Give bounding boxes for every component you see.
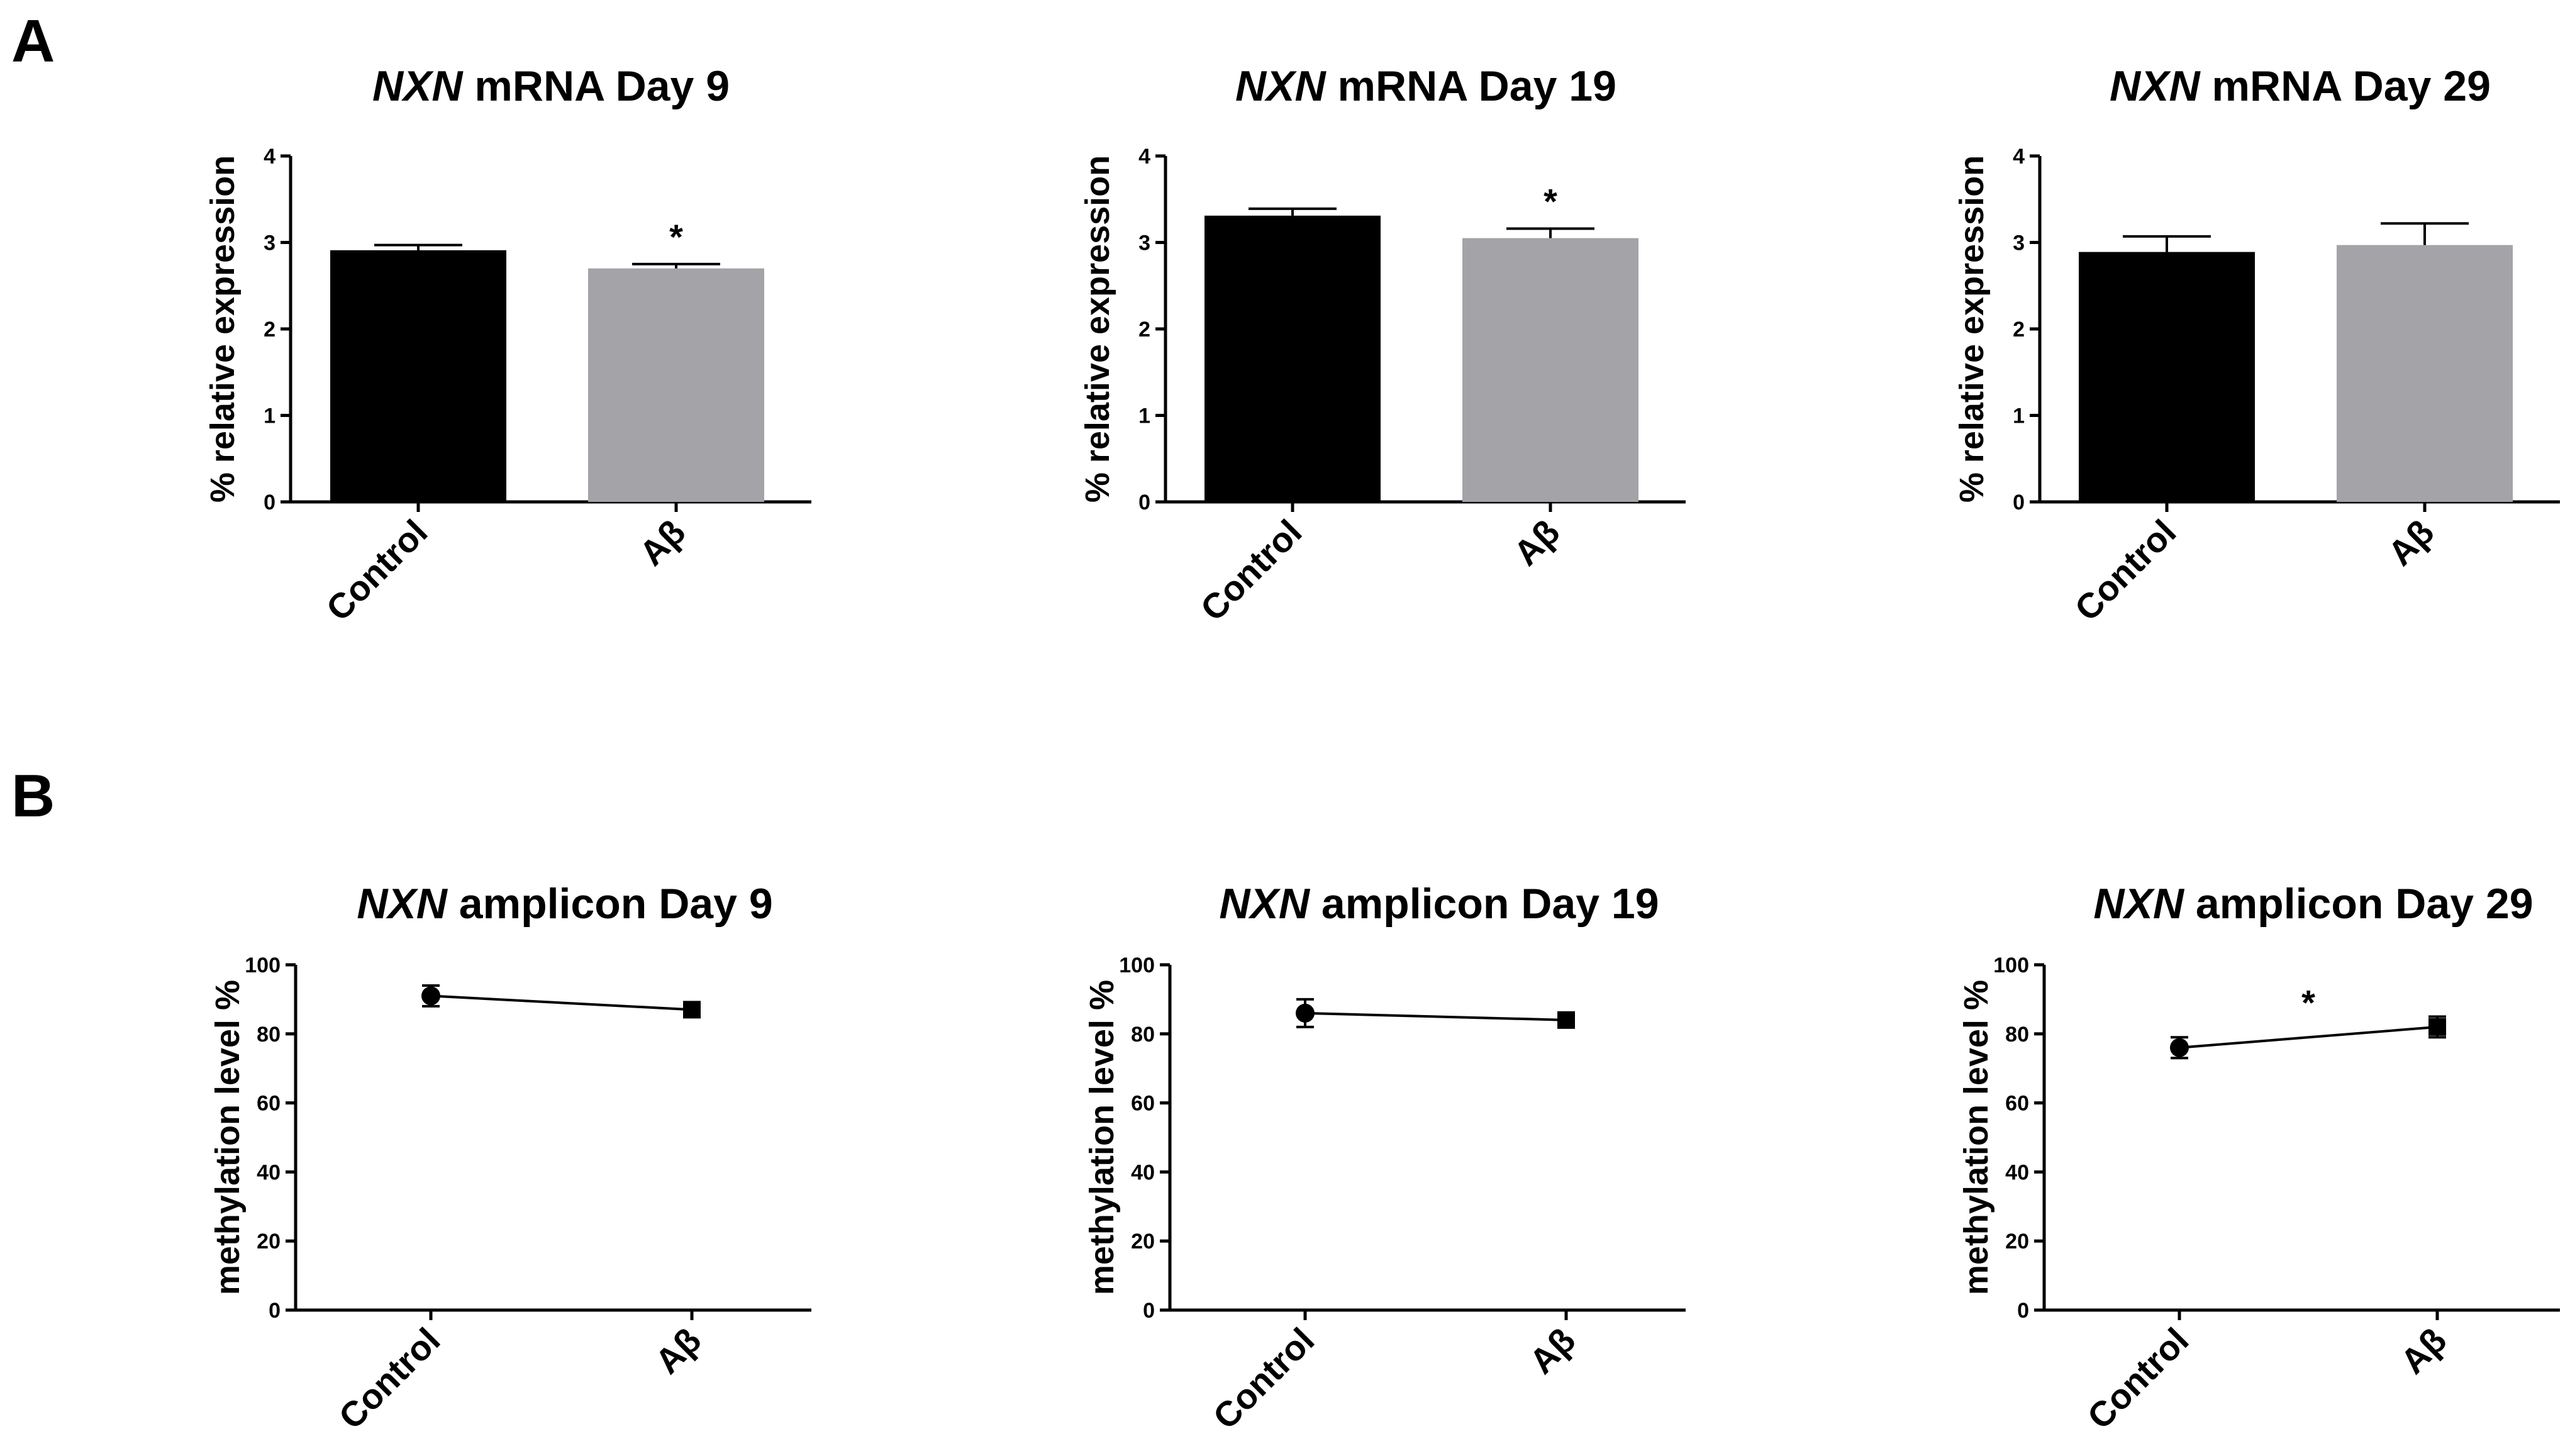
chart-title-rest: mRNA Day 29 bbox=[2200, 62, 2491, 110]
y-tick-label: 3 bbox=[2013, 231, 2025, 255]
y-tick-label: 3 bbox=[1138, 231, 1150, 255]
significance-star: * bbox=[669, 217, 683, 257]
y-tick-label: 60 bbox=[1131, 1092, 1155, 1116]
y-tick-label: 20 bbox=[1131, 1230, 1155, 1253]
x-category-label: Control bbox=[331, 1320, 447, 1437]
bar-2 bbox=[588, 268, 764, 502]
significance-star: * bbox=[1544, 182, 1557, 221]
y-tick-label: 100 bbox=[1993, 953, 2029, 977]
chart-5: NXN amplicon Day 19 methylation level % 0 2… bbox=[1083, 880, 1686, 1437]
x-category-label: Control bbox=[1193, 512, 1309, 628]
series-line bbox=[2179, 1025, 2438, 1049]
x-category-label: Aβ bbox=[2393, 1320, 2454, 1381]
chart-3: NXN mRNA Day 29 % relative expression 0 1 2 3… bbox=[1953, 62, 2560, 628]
y-tick-label: 1 bbox=[1138, 404, 1150, 428]
significance-star: * bbox=[2301, 982, 2315, 1022]
x-category-label: Aβ bbox=[647, 1320, 708, 1381]
chart-2: NXN mRNA Day 19 % relative expression 0 1 2 3… bbox=[1079, 62, 1686, 628]
y-tick-label: 40 bbox=[2005, 1160, 2029, 1184]
chart-1: NXN mRNA Day 9 % relative expression 0 1 2 3 4… bbox=[204, 62, 811, 628]
chart-title: NXN amplicon Day 29 bbox=[2093, 880, 2533, 928]
chart-title-gene: NXN bbox=[1235, 62, 1327, 110]
chart-title: NXN mRNA Day 29 bbox=[2110, 62, 2491, 110]
y-tick-label: 0 bbox=[1143, 1299, 1155, 1323]
bar-2 bbox=[1462, 238, 1638, 502]
chart-title-gene: NXN bbox=[1219, 880, 1310, 928]
data-point-circle bbox=[421, 986, 440, 1006]
bar-1 bbox=[2079, 252, 2255, 502]
y-axis-label: methylation level % bbox=[209, 980, 247, 1295]
y-axis-label: methylation level % bbox=[1957, 980, 1995, 1295]
y-axis-label: % relative expression bbox=[1953, 155, 1991, 503]
x-category-label: Aβ bbox=[1521, 1320, 1583, 1381]
x-category-label: Control bbox=[1205, 1320, 1321, 1437]
bar-1 bbox=[330, 250, 506, 502]
bar-1 bbox=[1204, 215, 1381, 502]
x-category-label: Control bbox=[2079, 1320, 2196, 1437]
x-category-label: Aβ bbox=[631, 512, 693, 573]
data-point-square bbox=[1557, 1011, 1575, 1029]
y-tick-label: 60 bbox=[257, 1092, 281, 1116]
y-axis-label: % relative expression bbox=[204, 155, 242, 503]
y-tick-label: 4 bbox=[264, 145, 275, 169]
y-tick-label: 80 bbox=[257, 1023, 281, 1047]
x-category-label: Control bbox=[318, 512, 435, 628]
y-tick-label: 40 bbox=[1131, 1160, 1155, 1184]
chart-title-gene: NXN bbox=[2093, 880, 2184, 928]
y-tick-label: 1 bbox=[264, 404, 275, 428]
y-tick-label: 100 bbox=[245, 953, 281, 977]
bar-2 bbox=[2337, 245, 2513, 502]
y-tick-label: 80 bbox=[2005, 1023, 2029, 1047]
chart-title: NXN mRNA Day 19 bbox=[1235, 62, 1616, 110]
y-tick-label: 80 bbox=[1131, 1023, 1155, 1047]
chart-title: NXN amplicon Day 19 bbox=[1219, 880, 1659, 928]
chart-title: NXN amplicon Day 9 bbox=[357, 880, 772, 928]
y-tick-label: 60 bbox=[2005, 1092, 2029, 1116]
data-point-circle bbox=[2170, 1038, 2189, 1057]
y-tick-label: 20 bbox=[2005, 1230, 2029, 1253]
chart-title-rest: mRNA Day 9 bbox=[463, 62, 730, 110]
y-tick-label: 0 bbox=[264, 491, 275, 514]
data-point-square bbox=[2428, 1018, 2446, 1036]
y-tick-label: 40 bbox=[257, 1160, 281, 1184]
chart-title-rest: amplicon Day 9 bbox=[447, 880, 773, 928]
y-axis-label: methylation level % bbox=[1083, 980, 1121, 1295]
chart-title-gene: NXN bbox=[372, 62, 464, 110]
chart-4: NXN amplicon Day 9 methylation level % 0 20… bbox=[209, 880, 811, 1437]
x-category-label: Aβ bbox=[1506, 512, 1567, 573]
data-point-circle bbox=[1296, 1003, 1315, 1023]
y-tick-label: 2 bbox=[264, 318, 275, 342]
chart-6: NXN amplicon Day 29 methylation level % 0 2… bbox=[1957, 880, 2560, 1437]
charts-container: NXN mRNA Day 9 % relative expression 0 1 2 3 4… bbox=[204, 62, 2560, 1437]
y-tick-label: 20 bbox=[257, 1230, 281, 1253]
x-category-label: Control bbox=[2067, 512, 2183, 628]
chart-title-rest: amplicon Day 29 bbox=[2184, 880, 2534, 928]
x-category-label: Aβ bbox=[2380, 512, 2441, 573]
chart-title-rest: mRNA Day 19 bbox=[1326, 62, 1616, 110]
chart-title-gene: NXN bbox=[357, 880, 448, 928]
y-tick-label: 4 bbox=[1138, 145, 1150, 169]
data-point-square bbox=[683, 1001, 701, 1019]
y-tick-label: 1 bbox=[2013, 404, 2025, 428]
panel-letter-b: B bbox=[11, 762, 55, 830]
y-tick-label: 2 bbox=[2013, 318, 2025, 342]
chart-title-gene: NXN bbox=[2110, 62, 2201, 110]
y-tick-label: 100 bbox=[1119, 953, 1155, 977]
y-tick-label: 4 bbox=[2013, 145, 2025, 169]
y-tick-label: 0 bbox=[1138, 491, 1150, 514]
series-line bbox=[1304, 1011, 1567, 1021]
y-tick-label: 0 bbox=[2013, 491, 2025, 514]
chart-title-rest: amplicon Day 19 bbox=[1310, 880, 1659, 928]
y-tick-label: 0 bbox=[269, 1299, 281, 1323]
y-axis-label: % relative expression bbox=[1079, 155, 1116, 503]
y-tick-label: 3 bbox=[264, 231, 275, 255]
panel-letter-a: A bbox=[11, 8, 55, 75]
y-tick-label: 2 bbox=[1138, 318, 1150, 342]
chart-title: NXN mRNA Day 9 bbox=[372, 62, 730, 110]
series-line bbox=[430, 994, 693, 1011]
y-tick-label: 0 bbox=[2017, 1299, 2029, 1323]
